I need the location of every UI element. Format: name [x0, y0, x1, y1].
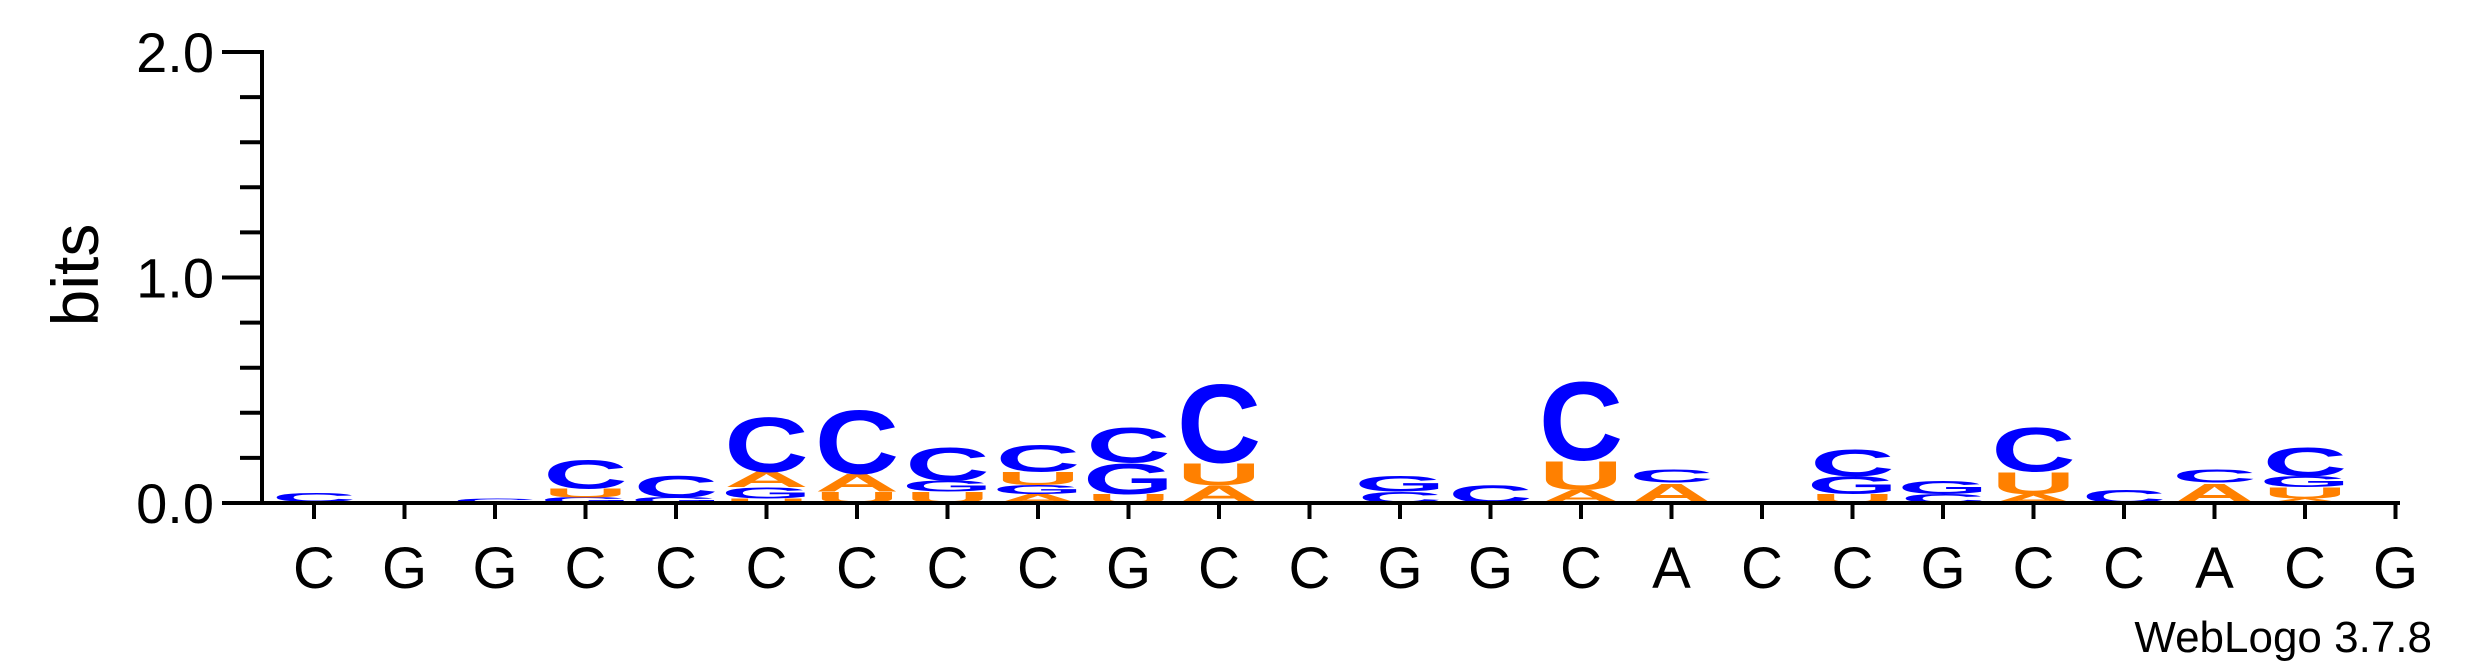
x-tick-label: G	[2373, 536, 2418, 601]
x-tick-label: C	[293, 536, 335, 601]
x-tick-label: C	[1832, 536, 1874, 601]
x-tick-label: G	[382, 536, 427, 601]
logo-letter-c: C	[634, 469, 718, 504]
weblogo-credit: WebLogo 3.7.8	[2134, 613, 2432, 662]
x-tick-label: G	[1468, 536, 1513, 601]
x-tick-label: C	[565, 536, 607, 601]
x-tick-label: C	[2103, 536, 2145, 601]
logo-letter-g: G	[721, 484, 812, 501]
logo-letter-c: C	[2172, 466, 2256, 487]
x-tick-label: C	[836, 536, 878, 601]
y-tick-label: 0.0	[136, 472, 214, 535]
x-tick-label: C	[1560, 536, 1602, 601]
x-tick-label: C	[2284, 536, 2326, 601]
logo-letter-g: G	[631, 496, 722, 505]
logo-letter-u: U	[543, 486, 627, 500]
x-tick-label: G	[1106, 536, 1151, 601]
logo-letter-c: C	[724, 401, 808, 488]
y-axis-label: bits	[38, 224, 112, 327]
logo-letter-u: U	[2263, 484, 2347, 501]
logo-letter-a: A	[815, 469, 899, 497]
logo-letter-a: A	[2263, 497, 2347, 504]
logo-letter-u: U	[996, 468, 1080, 489]
x-tick-label: C	[1017, 536, 1059, 601]
logo-letter-c: C	[1629, 466, 1713, 487]
logo-letter-g: G	[993, 483, 1084, 497]
logo-letter-u: U	[1539, 453, 1623, 499]
logo-letter-a: A	[724, 467, 808, 492]
logo-letter-u: U	[724, 497, 808, 504]
logo-letter-c: C	[1991, 415, 2075, 485]
logo-letter-c: C	[2263, 439, 2347, 485]
logo-letter-c: C	[905, 438, 989, 491]
logo-letter-u: U	[1991, 466, 2075, 501]
x-tick-label: C	[2013, 536, 2055, 601]
logo-letter-c: C	[453, 497, 537, 504]
logo-letter-c: C	[1086, 418, 1170, 474]
logo-letter-c: C	[1539, 359, 1623, 485]
logo-letter-g: G	[1355, 472, 1446, 497]
x-tick-label: G	[472, 536, 517, 601]
logo-letter-c: C	[815, 392, 899, 494]
x-tick-label: C	[927, 536, 969, 601]
y-tick-label: 1.0	[136, 247, 214, 310]
y-axis: 0.0 1.0 2.0	[136, 21, 264, 535]
x-tick-label: G	[1377, 536, 1422, 601]
x-tick-label: C	[746, 536, 788, 601]
x-tick-label: A	[2195, 536, 2234, 601]
logo-letter-g: G	[2260, 473, 2351, 490]
x-tick-label: G	[1920, 536, 1965, 601]
logo-letter-c: C	[1810, 443, 1894, 485]
logo-letter-g: G	[1898, 477, 1989, 498]
logo-letter-g: G	[902, 478, 993, 495]
x-tick-label: C	[1741, 536, 1783, 601]
logo-letter-g: G	[1083, 454, 1174, 503]
logo-letter-c: C	[1177, 361, 1261, 487]
logo-letter-g: G	[1807, 471, 1898, 499]
logo-letter-c: C	[543, 452, 627, 498]
logo-letter-u: U	[1177, 457, 1261, 492]
logo-letter-c: C	[996, 438, 1080, 480]
x-tick-label: C	[655, 536, 697, 601]
x-tick-label: C	[1289, 536, 1331, 601]
y-tick-label: 2.0	[136, 21, 214, 84]
x-tick-label: C	[1198, 536, 1240, 601]
x-tick-label: A	[1652, 536, 1691, 601]
logo-letter-g: G	[540, 496, 631, 505]
